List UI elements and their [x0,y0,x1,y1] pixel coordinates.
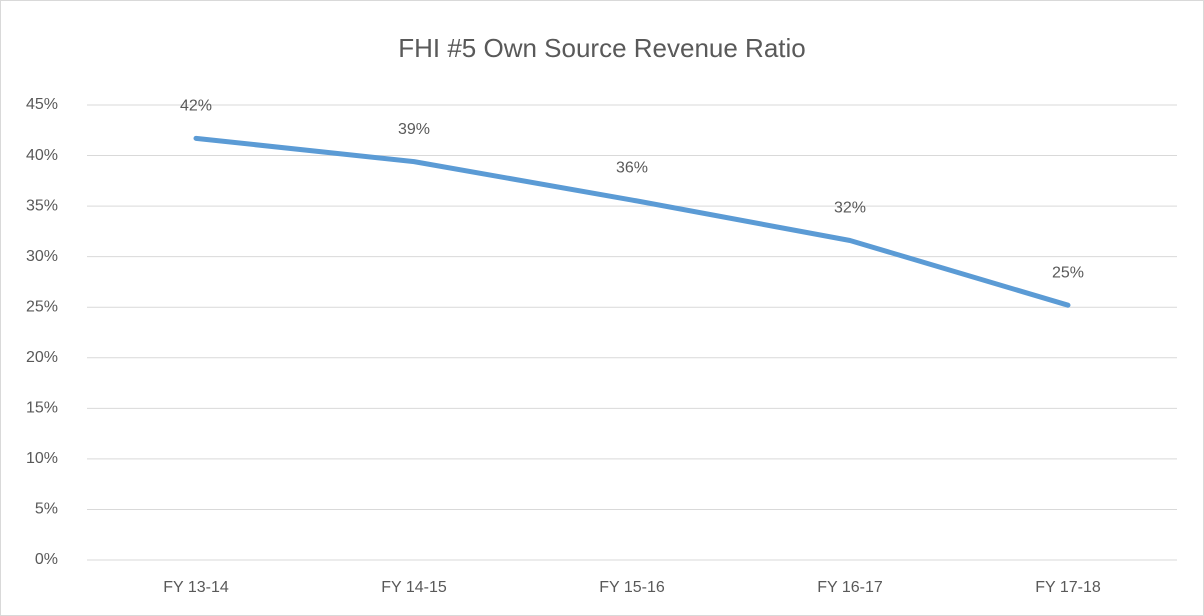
y-tick-label: 40% [26,147,58,164]
y-tick-label: 30% [26,248,58,265]
y-tick-label: 5% [35,501,58,518]
data-label: 36% [616,159,648,176]
data-label: 39% [398,121,430,138]
data-label: 25% [1052,264,1084,281]
y-tick-label: 10% [26,450,58,467]
y-tick-label: 20% [26,349,58,366]
data-line [193,135,1071,308]
y-tick-label: 35% [26,197,58,214]
chart-title: FHI #5 Own Source Revenue Ratio [398,33,806,63]
data-label: 32% [834,200,866,217]
data-label: 42% [180,98,212,115]
x-tick-label: FY 17-18 [1035,579,1101,596]
y-tick-label: 0% [35,551,58,568]
y-tick-label: 45% [26,96,58,113]
x-tick-label: FY 16-17 [817,579,883,596]
x-tick-label: FY 15-16 [599,579,665,596]
y-tick-label: 15% [26,400,58,417]
x-tick-label: FY 14-15 [381,579,447,596]
y-tick-label: 25% [26,298,58,315]
x-tick-label: FY 13-14 [163,579,229,596]
